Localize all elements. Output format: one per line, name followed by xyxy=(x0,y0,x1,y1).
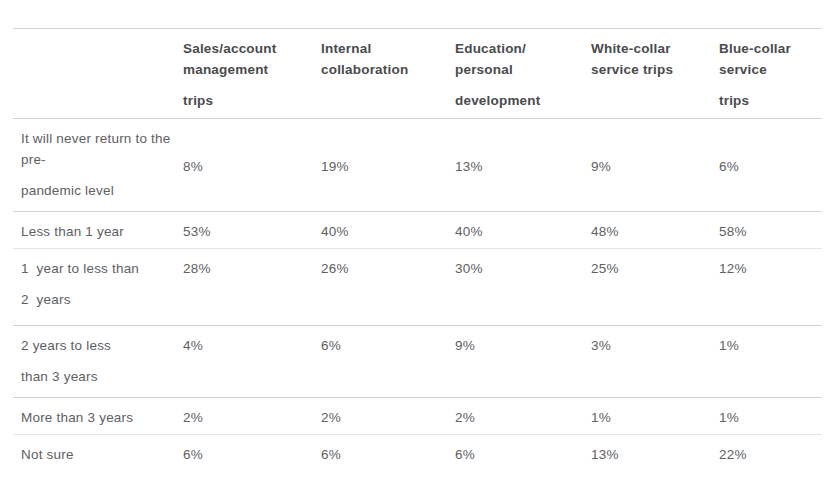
text-line: trips xyxy=(183,90,309,111)
table-row: Not sure6%6%6%13%22% xyxy=(13,435,822,475)
column-header: Education/ personal development xyxy=(455,29,591,117)
value-cell: 1% xyxy=(719,326,822,362)
value-cell: 12% xyxy=(719,249,822,285)
value-cell: 1% xyxy=(591,398,719,434)
column-header: Internal collaboration xyxy=(321,29,455,86)
value-cell: 6% xyxy=(183,435,321,471)
value-cell: 13% xyxy=(455,147,591,183)
column-header: White-collar service trips xyxy=(591,29,719,86)
value-cell: 53% xyxy=(183,212,321,248)
table-row: Less than 1 year53%40%40%48%58% xyxy=(13,212,822,249)
text-line: trips xyxy=(719,90,810,111)
value-cell: 6% xyxy=(321,326,455,362)
value-cell: 40% xyxy=(321,212,455,248)
value-cell: 9% xyxy=(455,326,591,362)
value-cell: 8% xyxy=(183,147,321,183)
text-line: It will never return to the pre- xyxy=(21,128,171,170)
table-header-row: Sales/account management trips Internal co… xyxy=(13,28,822,119)
survey-table: Sales/account management trips Internal co… xyxy=(13,28,822,475)
row-label: Less than 1 year xyxy=(13,212,183,248)
text-line: Less than 1 year xyxy=(21,221,171,242)
value-cell: 25% xyxy=(591,249,719,285)
text-line: Sales/account management xyxy=(183,38,309,80)
header-spacer-cell xyxy=(13,29,183,44)
table-row: It will never return to the pre-pandemic… xyxy=(13,119,822,212)
table-row: 2 years to less than 3 years 4%6%9%3%1% xyxy=(13,326,822,398)
value-cell: 28% xyxy=(183,249,321,285)
text-line: White-collar service trips xyxy=(591,38,707,80)
text-line: More than 3 years xyxy=(21,407,171,428)
value-cell: 4% xyxy=(183,326,321,362)
value-cell: 2% xyxy=(183,398,321,434)
value-cell: 2% xyxy=(455,398,591,434)
text-line: Education/ personal xyxy=(455,38,579,80)
column-header: Sales/account management trips xyxy=(183,29,321,117)
value-cell: 26% xyxy=(321,249,455,285)
column-header: Blue-collar service trips xyxy=(719,29,822,117)
text-line: Blue-collar service xyxy=(719,38,810,80)
text-line: development xyxy=(455,90,579,111)
row-label: More than 3 years xyxy=(13,398,183,434)
text-line: Internal collaboration xyxy=(321,38,443,80)
text-line: 2 years xyxy=(21,289,171,310)
text-line: pandemic level xyxy=(21,180,171,201)
value-cell: 9% xyxy=(591,147,719,183)
text-line: Not sure xyxy=(21,444,171,465)
value-cell: 30% xyxy=(455,249,591,285)
value-cell: 6% xyxy=(455,435,591,471)
row-label: 2 years to less than 3 years xyxy=(13,326,183,393)
value-cell: 1% xyxy=(719,398,822,434)
value-cell: 48% xyxy=(591,212,719,248)
text-line: 1 year to less than xyxy=(21,258,171,279)
value-cell: 19% xyxy=(321,147,455,183)
value-cell: 13% xyxy=(591,435,719,471)
text-line: than 3 years xyxy=(21,366,171,387)
value-cell: 6% xyxy=(719,147,822,183)
value-cell: 2% xyxy=(321,398,455,434)
value-cell: 58% xyxy=(719,212,822,248)
table-row: More than 3 years2%2%2%1%1% xyxy=(13,398,822,435)
value-cell: 6% xyxy=(321,435,455,471)
text-line: 2 years to less xyxy=(21,335,171,356)
value-cell: 22% xyxy=(719,435,822,471)
row-label: It will never return to the pre-pandemic… xyxy=(13,119,183,207)
row-label: 1 year to less than 2 years xyxy=(13,249,183,316)
table-row: 1 year to less than 2 years 28%26%30%25%12… xyxy=(13,249,822,326)
value-cell: 3% xyxy=(591,326,719,362)
value-cell: 40% xyxy=(455,212,591,248)
row-label: Not sure xyxy=(13,435,183,471)
